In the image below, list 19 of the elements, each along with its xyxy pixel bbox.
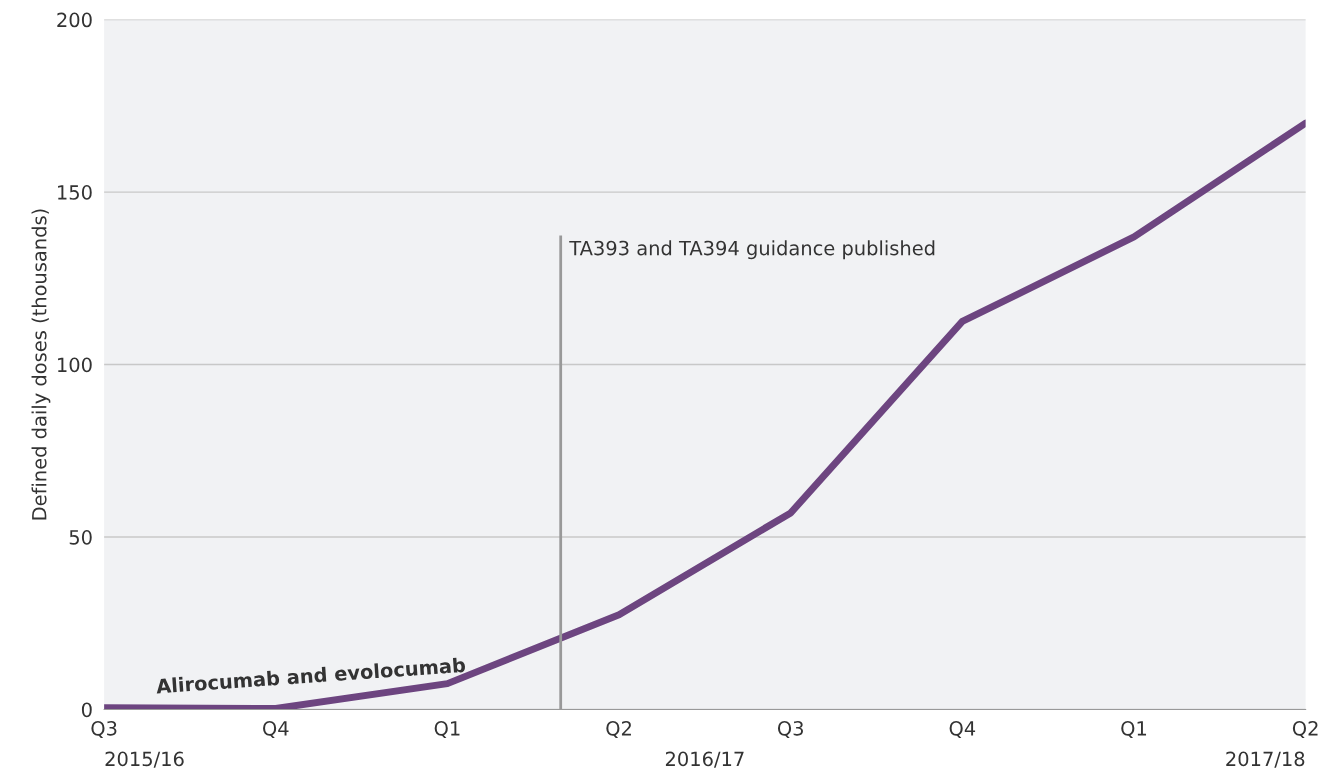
x-tick-label: Q2	[1292, 720, 1318, 738]
y-tick-label: 0	[81, 702, 92, 718]
x-tick-label: Q3	[91, 720, 117, 738]
x-tick-label: Q1	[434, 720, 460, 738]
x-tick-label: Q3	[777, 720, 803, 738]
y-tick-label: 200	[57, 12, 92, 28]
x-tick-label: Q4	[263, 720, 289, 738]
y-tick-label: 50	[69, 530, 92, 545]
x-tick-label: Q2	[606, 720, 631, 738]
x-tick-label: Q1	[1121, 720, 1147, 738]
series-label: Alirocumab and evolocumab	[155, 657, 466, 694]
y-tick-label: 100	[58, 357, 92, 373]
annotation: TA393 and TA394 guidance published	[569, 240, 935, 260]
y-axis-title: Defined daily doses (thousands)	[31, 209, 51, 520]
y-tick-label: 150	[58, 185, 92, 200]
text: 2017/18	[1226, 751, 1305, 768]
x-tick-label: Q4	[949, 720, 976, 738]
text: 2016/17	[665, 751, 744, 768]
text: 2015/16	[105, 751, 184, 768]
